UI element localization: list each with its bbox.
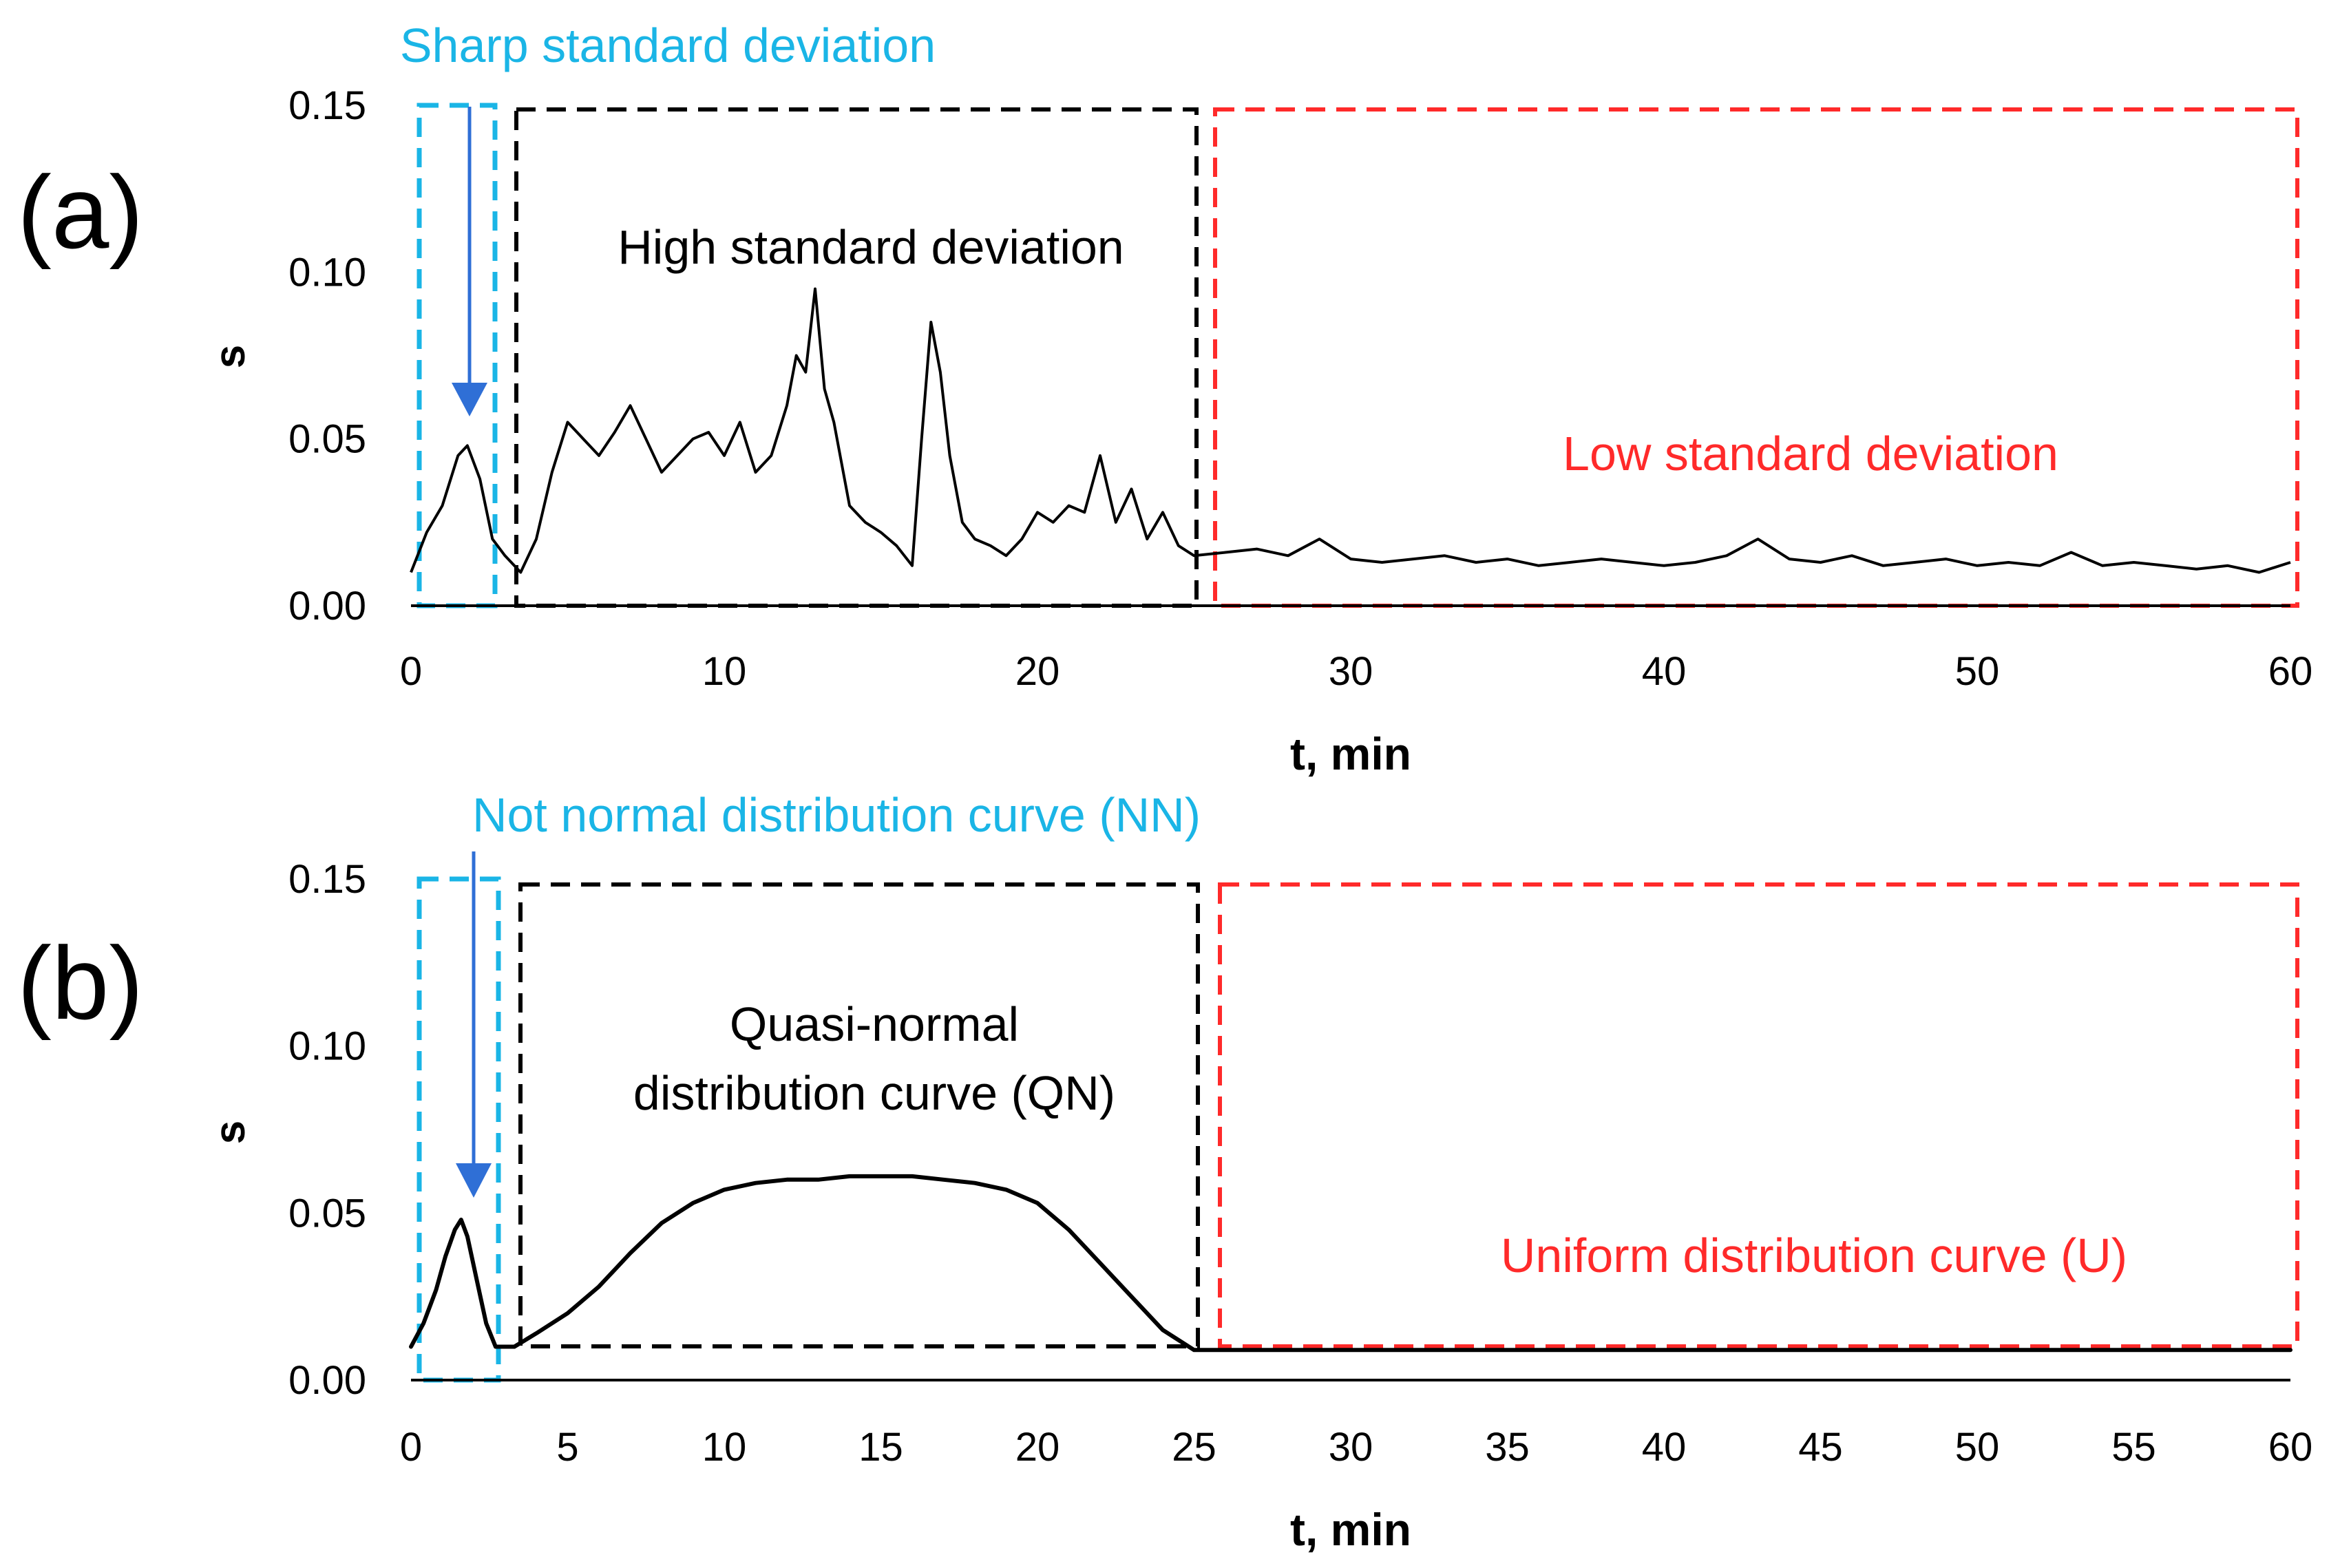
panel-a-chart: (a) Sharp standard deviation High standa…: [17, 19, 2312, 779]
panel-a-series-line: [410, 287, 2291, 574]
panel-a-y-axis-label: s: [207, 345, 254, 368]
panel-a-x-ticks: 0 10 20 30 40 50 60: [400, 649, 2312, 694]
panel-a-u-annotation: Low standard deviation: [1563, 427, 2058, 480]
panel-b-x-tick-label: 20: [1015, 1425, 1060, 1470]
panel-a-x-tick-label: 40: [1642, 649, 1687, 694]
panel-b-series-line: [409, 1174, 2292, 1353]
panel-a-x-tick-label: 0: [400, 649, 422, 694]
panel-b-x-tick-label: 55: [2111, 1425, 2156, 1470]
panel-a-x-tick-label: 20: [1015, 649, 1060, 694]
panel-b-u-region-box: [1218, 882, 2299, 1348]
panel-a-nn-annotation: Sharp standard deviation: [400, 19, 936, 72]
panel-b-y-tick-label: 0.00: [288, 1358, 366, 1403]
panel-a-y-tick-label: 0.00: [288, 584, 366, 628]
panel-a-arrow: [452, 107, 487, 416]
panel-a-qn-region-box: [514, 107, 1199, 608]
panel-b-y-ticks: 0.00 0.05 0.10 0.15: [288, 857, 366, 1403]
panel-a-x-tick-label: 50: [1955, 649, 2000, 694]
panel-a-y-tick-label: 0.15: [288, 83, 366, 128]
panel-b-arrow: [456, 851, 492, 1198]
panel-b-y-tick-label: 0.05: [288, 1191, 366, 1236]
panel-a-x-tick-label: 60: [2268, 649, 2313, 694]
panel-b-chart: (b) Not normal distribution curve (NN) Q…: [17, 788, 2312, 1555]
panel-b-label: (b): [17, 925, 143, 1041]
panel-b-x-tick-label: 60: [2268, 1425, 2313, 1470]
panel-b-x-ticks: 0 5 10 15 20 25 30 35 40 45 50 55 60: [400, 1425, 2312, 1470]
panel-a-label: (a): [17, 154, 143, 270]
panel-a-nn-region-box: [417, 103, 498, 608]
panel-b-x-tick-label: 0: [400, 1425, 422, 1470]
panel-b-x-tick-label: 50: [1955, 1425, 2000, 1470]
panel-a-x-tick-label: 10: [702, 649, 747, 694]
panel-b-qn-annotation-line1: Quasi-normal: [730, 997, 1019, 1051]
panel-b-x-tick-label: 35: [1485, 1425, 1530, 1470]
panel-b-x-tick-label: 10: [702, 1425, 747, 1470]
panel-a-y-ticks: 0.00 0.05 0.10 0.15: [288, 83, 366, 628]
panel-b-y-tick-label: 0.10: [288, 1024, 366, 1069]
panel-b-y-tick-label: 0.15: [288, 857, 366, 902]
panel-b-x-tick-label: 40: [1642, 1425, 1687, 1470]
panel-b-qn-region-box: [518, 882, 1200, 1348]
panel-b-qn-annotation-line2: distribution curve (QN): [633, 1066, 1115, 1120]
panel-b-x-tick-label: 25: [1172, 1425, 1216, 1470]
panel-a-x-axis-label: t, min: [1290, 728, 1411, 779]
panel-b-x-tick-label: 45: [1798, 1425, 1843, 1470]
panel-b-x-tick-label: 30: [1329, 1425, 1373, 1470]
panel-b-u-annotation: Uniform distribution curve (U): [1501, 1229, 2127, 1282]
panel-b-x-axis-label: t, min: [1290, 1504, 1411, 1555]
panel-a-y-tick-label: 0.10: [288, 250, 366, 295]
panel-b-nn-annotation: Not normal distribution curve (NN): [472, 788, 1201, 842]
panel-b-x-tick-label: 15: [858, 1425, 903, 1470]
panel-a-qn-annotation: High standard deviation: [618, 220, 1124, 274]
panel-b-x-tick-label: 5: [556, 1425, 578, 1470]
panel-a-u-region-box: [1213, 107, 2299, 608]
panel-b-y-axis-label: s: [207, 1121, 254, 1144]
panel-a-y-tick-label: 0.05: [288, 417, 366, 462]
panel-a-x-tick-label: 30: [1329, 649, 1373, 694]
